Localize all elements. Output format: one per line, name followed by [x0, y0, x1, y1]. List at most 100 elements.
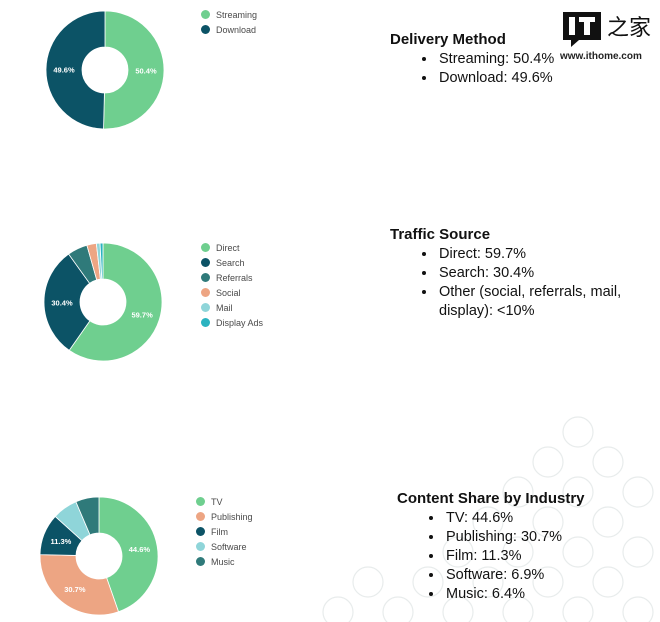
decor-circle: [532, 566, 564, 598]
legend-item: Publishing: [196, 509, 253, 524]
legend-item: Social: [201, 285, 263, 300]
legend-item: Direct: [201, 240, 263, 255]
slice-streaming: [103, 10, 165, 130]
traffic-source-summary: Traffic Source Direct: 59.7%Search: 30.4%…: [390, 226, 640, 321]
slice-publishing: [39, 554, 119, 616]
decor-circle: [412, 566, 444, 598]
decor-circle: [442, 596, 474, 622]
delivery-method-legend: Streaming Download: [201, 7, 257, 37]
decor-circle: [352, 566, 384, 598]
decor-circle: [382, 596, 414, 622]
delivery-method-summary: Delivery Method Streaming: 50.4%Download:…: [390, 31, 554, 88]
decor-circle: [472, 566, 504, 598]
decor-circle: [442, 536, 474, 568]
delivery-method-donut: 50.4% 49.6%: [45, 10, 165, 130]
legend-label: Referrals: [216, 272, 253, 283]
legend-swatch: [201, 25, 210, 34]
slice-label: 11.3%: [50, 537, 71, 546]
summary-item: Film: 11.3%: [444, 547, 585, 566]
decor-circle: [622, 536, 654, 568]
legend-item: Mail: [201, 300, 263, 315]
summary-list: Streaming: 50.4%Download: 49.6%: [390, 50, 554, 88]
summary-list: Direct: 59.7%Search: 30.4%Other (social,…: [390, 245, 640, 321]
content-share-summary: Content Share by Industry TV: 44.6%Publis…: [397, 490, 585, 604]
legend-label: Music: [211, 556, 235, 567]
summary-item: Streaming: 50.4%: [437, 50, 554, 69]
legend-label: Direct: [216, 242, 240, 253]
summary-item: Direct: 59.7%: [437, 245, 640, 264]
legend-swatch: [201, 318, 210, 327]
legend-item: Software: [196, 539, 253, 554]
decor-circle: [592, 566, 624, 598]
slice-label: 30.4%: [51, 298, 73, 307]
chart-title: Delivery Method: [390, 31, 506, 48]
summary-item: Music: 6.4%: [444, 585, 585, 604]
slice-label: 44.6%: [129, 545, 151, 554]
slice-label: 50.4%: [135, 67, 157, 76]
decor-circle: [502, 476, 534, 508]
legend-swatch: [196, 527, 205, 536]
content-share-legend: TV Publishing Film Software Music: [196, 494, 253, 569]
summary-item: Software: 6.9%: [444, 566, 585, 585]
legend-swatch: [201, 303, 210, 312]
legend-swatch: [201, 288, 210, 297]
legend-item: Music: [196, 554, 253, 569]
legend-label: Mail: [216, 302, 233, 313]
legend-item: Film: [196, 524, 253, 539]
decor-circle: [622, 476, 654, 508]
legend-label: Search: [216, 257, 245, 268]
legend-label: Film: [211, 526, 228, 537]
legend-swatch: [201, 273, 210, 282]
decor-circle: [562, 416, 594, 448]
traffic-source-legend: Direct Search Referrals Social Mail Display A…: [201, 240, 263, 330]
legend-swatch: [196, 512, 205, 521]
decor-circle: [472, 506, 504, 538]
legend-swatch: [201, 10, 210, 19]
slice-download: [45, 10, 106, 130]
legend-item: Streaming: [201, 7, 257, 22]
legend-label: TV: [211, 496, 223, 507]
slice-label: 59.7%: [131, 310, 153, 319]
slice-music: [75, 496, 100, 536]
summary-item: Search: 30.4%: [437, 264, 640, 283]
decor-circle: [622, 596, 654, 622]
legend-item: Display Ads: [201, 315, 263, 330]
legend-item: Referrals: [201, 270, 263, 285]
slice-direct: [68, 242, 163, 362]
ithome-logo: 之家: [563, 12, 651, 47]
traffic-source-donut: 59.7% 30.4%: [43, 242, 163, 362]
legend-swatch: [196, 497, 205, 506]
legend-swatch: [201, 243, 210, 252]
decor-circle: [562, 536, 594, 568]
summary-item: Download: 49.6%: [437, 69, 554, 88]
watermark-url: www.ithome.com: [560, 51, 642, 62]
logo-text: 之家: [607, 16, 651, 41]
decor-circle: [502, 596, 534, 622]
chart-title: Content Share by Industry: [397, 490, 585, 507]
summary-item: TV: 44.6%: [444, 509, 585, 528]
summary-list: TV: 44.6%Publishing: 30.7%Film: 11.3%Sof…: [397, 509, 585, 604]
legend-label: Streaming: [216, 9, 258, 20]
slice-tv: [98, 496, 159, 613]
decor-circle: [322, 596, 354, 622]
slice-label: 49.6%: [53, 65, 75, 74]
decor-circle: [592, 506, 624, 538]
legend-label: Download: [216, 24, 257, 35]
legend-label: Display Ads: [216, 317, 264, 328]
decor-circle: [592, 446, 624, 478]
content-share-donut: 44.6% 30.7% 11.3%: [39, 496, 159, 616]
summary-item: Other (social, referrals, mail, display)…: [437, 283, 640, 321]
legend-item: TV: [196, 494, 253, 509]
legend-label: Social: [216, 287, 241, 298]
decor-circle: [502, 536, 534, 568]
legend-item: Download: [201, 22, 257, 37]
slice-search: [43, 253, 91, 351]
legend-swatch: [196, 557, 205, 566]
decor-circle: [562, 476, 594, 508]
summary-item: Publishing: 30.7%: [444, 528, 585, 547]
legend-swatch: [196, 542, 205, 551]
legend-item: Search: [201, 255, 263, 270]
decor-circle: [532, 446, 564, 478]
legend-swatch: [201, 258, 210, 267]
